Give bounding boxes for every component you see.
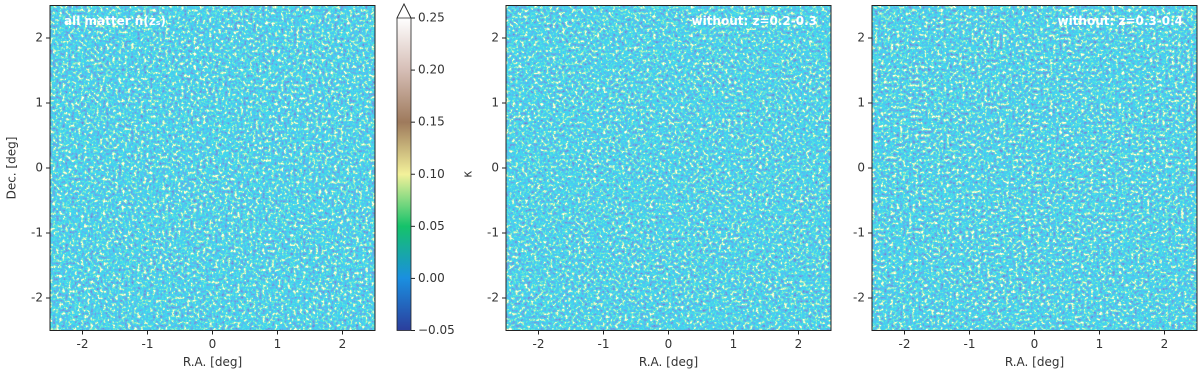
y-tick-label: -2 <box>853 291 865 305</box>
x-tick-label: 0 <box>209 337 217 351</box>
x-tick-label: 2 <box>339 337 347 351</box>
y-tick-label: 0 <box>857 161 865 175</box>
y-tick-label: 2 <box>35 31 43 45</box>
colorbar-tick-label: 0.25 <box>418 11 445 25</box>
convergence-map <box>50 5 375 331</box>
colorbar-tick-label: −0.05 <box>418 323 455 337</box>
x-tick-label: -1 <box>964 337 976 351</box>
y-tick-label: 1 <box>35 96 43 110</box>
y-tick-label: 0 <box>35 161 43 175</box>
y-tick-label: 2 <box>857 31 865 45</box>
x-axis-label: R.A. [deg] <box>639 355 698 369</box>
colorbar-tick-label: 0.05 <box>418 219 445 233</box>
convergence-map <box>872 5 1197 331</box>
colorbar-label: κ <box>461 171 475 178</box>
x-tick-label: 2 <box>1161 337 1169 351</box>
panel-title: all matter n(zₛ) <box>64 14 166 28</box>
x-tick-label: -2 <box>899 337 911 351</box>
y-tick-label: 1 <box>491 96 499 110</box>
convergence-map <box>506 5 831 331</box>
colorbar-tick-label: 0.00 <box>418 271 445 285</box>
y-tick-label: 0 <box>491 161 499 175</box>
y-tick-label: -1 <box>31 226 43 240</box>
panel-title: without: z=0.3-0.4 <box>1057 14 1183 28</box>
x-tick-label: 2 <box>795 337 803 351</box>
x-tick-label: 1 <box>730 337 738 351</box>
x-tick-label: -1 <box>142 337 154 351</box>
y-tick-label: -1 <box>853 226 865 240</box>
y-tick-label: -2 <box>487 291 499 305</box>
panel-title: without: z=0.2-0.3 <box>691 14 817 28</box>
x-tick-label: 0 <box>1031 337 1039 351</box>
colorbar-tick-label: 0.15 <box>418 115 445 129</box>
y-axis-label: Dec. [deg] <box>5 137 19 200</box>
x-tick-label: -2 <box>77 337 89 351</box>
y-tick-label: 1 <box>857 96 865 110</box>
x-axis-label: R.A. [deg] <box>183 355 242 369</box>
colorbar-extend <box>396 3 412 19</box>
y-tick-label: -1 <box>487 226 499 240</box>
colorbar-tick-label: 0.20 <box>418 63 445 77</box>
y-tick-label: -2 <box>31 291 43 305</box>
y-tick-label: 2 <box>491 31 499 45</box>
x-tick-label: -1 <box>598 337 610 351</box>
x-tick-label: -2 <box>533 337 545 351</box>
x-axis-label: R.A. [deg] <box>1005 355 1064 369</box>
x-tick-label: 0 <box>665 337 673 351</box>
colorbar-tick-label: 0.10 <box>418 167 445 181</box>
x-tick-label: 1 <box>1096 337 1104 351</box>
colorbar <box>397 18 411 331</box>
x-tick-label: 1 <box>274 337 282 351</box>
